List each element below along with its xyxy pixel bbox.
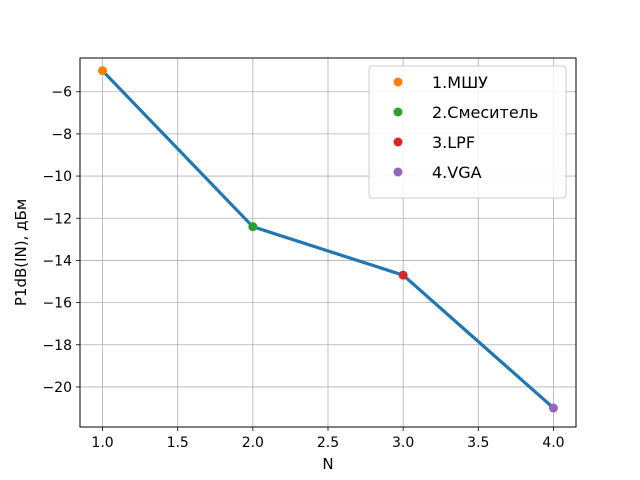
x-tick-label: 1.5 bbox=[167, 435, 189, 451]
x-axis-label: N bbox=[322, 455, 333, 473]
y-tick-label: −10 bbox=[42, 169, 72, 185]
y-axis-label: P1dB(IN), дБм bbox=[12, 199, 30, 306]
y-tick-label: −18 bbox=[42, 338, 72, 354]
data-point-3 bbox=[398, 270, 408, 280]
legend-marker bbox=[393, 167, 403, 177]
legend-label: 1.МШУ bbox=[432, 73, 488, 92]
y-tick-label: −12 bbox=[42, 211, 72, 227]
y-tick-label: −14 bbox=[42, 253, 72, 269]
data-point-4 bbox=[548, 403, 558, 413]
y-tick-label: −16 bbox=[42, 296, 72, 312]
y-axis-ticks: −20 −18 −16 −14 −12 −10 −8 −6 bbox=[42, 85, 80, 396]
legend: 1.МШУ 2.Смеситель 3.LPF 4.VGA bbox=[368, 65, 567, 199]
legend-label: 4.VGA bbox=[432, 163, 482, 182]
legend-marker bbox=[393, 137, 403, 147]
data-point-2 bbox=[248, 222, 258, 232]
data-points bbox=[98, 66, 558, 413]
x-tick-label: 3.5 bbox=[467, 435, 489, 451]
data-line bbox=[100, 68, 556, 411]
legend-label: 2.Смеситель bbox=[432, 103, 538, 122]
x-tick-label: 2.5 bbox=[317, 435, 339, 451]
x-tick-label: 1.0 bbox=[91, 435, 113, 451]
x-tick-label: 4.0 bbox=[542, 435, 564, 451]
legend-marker bbox=[393, 107, 403, 117]
y-tick-label: −20 bbox=[42, 380, 72, 396]
legend-label: 3.LPF bbox=[432, 133, 475, 152]
x-tick-label: 3.0 bbox=[392, 435, 414, 451]
legend-marker bbox=[393, 77, 403, 87]
line-series bbox=[100, 68, 556, 411]
data-point-1 bbox=[98, 66, 108, 76]
y-tick-label: −6 bbox=[51, 85, 72, 101]
legend-box bbox=[368, 65, 567, 199]
x-tick-label: 2.0 bbox=[242, 435, 264, 451]
x-axis-ticks: 1.0 1.5 2.0 2.5 3.0 3.5 4.0 bbox=[91, 427, 565, 451]
y-tick-label: −8 bbox=[51, 127, 72, 143]
